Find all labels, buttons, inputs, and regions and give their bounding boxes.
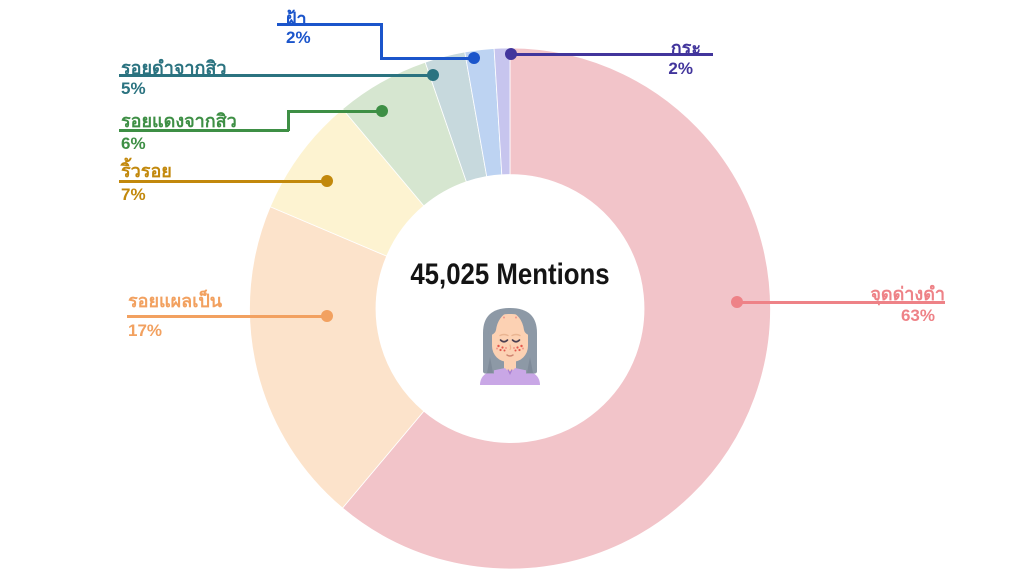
donut-slice-dark-spots [341, 47, 771, 570]
slice-percent: 2% [668, 59, 693, 78]
leader-dot [376, 105, 388, 117]
leader-line [127, 315, 328, 318]
slice-percent: 5% [121, 79, 146, 98]
leader-dot [427, 69, 439, 81]
slice-label: รอยดำจากสิว [121, 58, 227, 78]
donut-slice-scars [249, 206, 425, 509]
leader-dot [321, 175, 333, 187]
leader-line [380, 23, 383, 60]
donut-slice-freckles [493, 47, 511, 176]
slice-percent: 2% [286, 28, 311, 47]
leader-line [119, 74, 434, 77]
slice-percent: 7% [121, 185, 146, 204]
slice-label: กระ [670, 38, 701, 58]
leader-dot [321, 310, 333, 322]
slice-label: รอยแผลเป็น [128, 291, 223, 311]
leader-dot [468, 52, 480, 64]
slice-percent: 63% [900, 306, 935, 325]
leader-line [380, 57, 474, 60]
leader-line [287, 110, 383, 113]
slice-label: ฝ้า [286, 9, 307, 29]
leader-line [737, 301, 945, 304]
slice-label: รอยแดงจากสิว [121, 111, 237, 131]
leader-dot [731, 296, 743, 308]
leader-line [119, 129, 289, 132]
slice-label: จุดด่างดำ [870, 284, 945, 304]
woman-face-illustration [480, 308, 540, 385]
leader-dot [505, 48, 517, 60]
slice-label: ริ้วรอย [121, 161, 172, 181]
mentions-total-label: 45,025 Mentions [410, 258, 610, 291]
leader-line [119, 180, 328, 183]
slice-percent: 17% [128, 321, 163, 340]
leader-line [287, 111, 290, 131]
leader-line [511, 53, 713, 56]
leader-line [277, 23, 383, 26]
slice-percent: 6% [121, 134, 146, 153]
